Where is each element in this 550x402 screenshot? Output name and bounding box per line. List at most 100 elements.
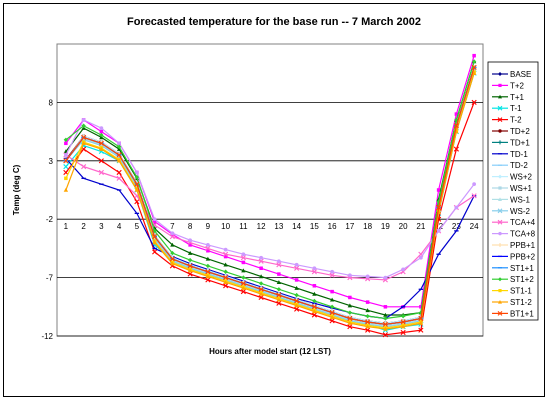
data-point [169,234,175,240]
data-point [383,326,388,331]
data-point [152,234,158,240]
legend-marker [498,186,502,190]
data-point [152,249,158,255]
x-tick-label: 4 [117,222,122,231]
legend-marker [498,83,502,87]
legend-item: PPB+2 [492,252,536,261]
data-point [205,269,211,275]
data-point [436,188,441,192]
data-point [134,181,140,187]
data-point [223,254,228,259]
data-point [347,315,353,322]
data-point [383,305,388,309]
data-point [81,141,86,146]
data-point [330,289,334,294]
x-tick-label: 17 [345,222,354,231]
legend-marker [498,129,502,133]
x-tick-labels: 123456789101112131415161718192021222324 [64,222,479,231]
x-tick-label: 15 [310,222,319,231]
legend-item: PPB+1 [492,241,536,250]
legend-item: ST1+2 [492,275,534,284]
data-point [258,286,264,292]
data-point [400,324,406,329]
series-t-2 [63,99,477,338]
data-point [64,176,68,181]
data-point [277,272,281,276]
data-point [205,277,211,283]
series-line [65,67,475,325]
data-point [365,308,370,313]
data-point [453,146,459,152]
data-point [454,117,459,123]
legend-item: T-2 [492,116,522,125]
data-point [205,274,211,279]
legend-item: TD-1 [492,150,528,159]
data-point [170,261,175,266]
data-point [311,304,317,310]
chart: Forecasted temperature for the base run … [12,16,539,356]
data-point [188,238,192,243]
data-point [471,99,477,105]
data-point [135,170,139,175]
data-point [152,217,157,222]
x-tick-label: 16 [328,222,337,231]
data-point [81,164,87,170]
data-point [400,329,406,336]
series-st1-2 [63,71,477,331]
data-point [276,287,282,292]
x-tick-label: 3 [99,222,104,231]
data-point [277,259,281,264]
data-point [187,263,193,269]
series-t-1 [63,59,477,317]
data-point [365,319,371,325]
data-point [365,327,371,333]
data-point [258,291,264,296]
data-point [383,312,388,317]
data-point [294,298,300,304]
x-tick-label: 11 [239,222,248,231]
data-point [259,255,263,260]
data-point [241,268,246,273]
data-point [329,297,335,302]
x-tick-label: 19 [381,222,390,231]
legend-marker [498,197,502,201]
x-tick-label: 9 [206,222,211,231]
legend-item: BASE [492,70,531,79]
x-tick-label: 2 [81,222,86,231]
legend-item: TCA+4 [492,218,536,227]
x-tick-label: 10 [221,222,230,231]
legend-marker [498,94,502,99]
data-point [329,318,335,324]
data-point [382,321,388,327]
data-point [116,152,122,158]
legend-label: T+2 [510,81,525,90]
data-point [365,324,370,329]
series-bt1-1 [63,64,477,327]
data-point [63,158,69,164]
data-point [223,283,229,289]
data-point [453,123,459,129]
legend-marker [498,174,502,179]
data-point [99,146,104,151]
data-point [258,294,264,301]
data-point [223,275,229,281]
data-point [365,313,370,319]
data-point [276,292,282,298]
data-point [258,258,264,264]
legend-item: T+2 [492,81,525,90]
data-point [436,204,442,211]
data-point [134,187,140,192]
legend-marker [497,105,503,111]
legend-label: TD+1 [510,138,530,147]
data-point [240,289,246,295]
data-point [152,219,157,224]
data-point [311,312,317,318]
data-point [276,280,282,285]
data-point [187,268,193,273]
x-tick-label: 8 [188,222,193,231]
data-point [383,316,388,321]
data-point [98,140,104,146]
series-layer [63,53,477,338]
data-point [205,256,211,261]
data-point [294,285,299,290]
